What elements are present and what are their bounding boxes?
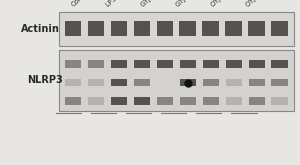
Bar: [157, 21, 173, 36]
Bar: [58, 12, 294, 46]
Bar: [248, 79, 265, 86]
Text: GYJ 100: GYJ 100: [140, 0, 163, 8]
Bar: [202, 79, 219, 86]
Bar: [179, 21, 196, 36]
Bar: [65, 21, 81, 36]
Text: Control: Control: [70, 0, 92, 8]
Bar: [272, 79, 288, 86]
Bar: [134, 97, 150, 105]
Bar: [248, 21, 265, 36]
Bar: [134, 60, 150, 68]
Text: Actinin: Actinin: [21, 24, 60, 34]
Bar: [134, 21, 150, 36]
Text: OYJ 200: OYJ 200: [245, 0, 268, 8]
Bar: [226, 79, 242, 86]
Bar: [134, 79, 150, 86]
Bar: [180, 79, 196, 86]
Bar: [65, 79, 81, 86]
Bar: [248, 60, 265, 68]
Text: LPS 1mg/kg: LPS 1mg/kg: [105, 0, 138, 8]
Text: NLRP3: NLRP3: [27, 75, 63, 85]
Text: GYJ 200: GYJ 200: [175, 0, 198, 8]
Bar: [58, 50, 294, 111]
Bar: [225, 21, 242, 36]
Bar: [88, 97, 104, 105]
Bar: [88, 79, 104, 86]
Bar: [248, 97, 265, 105]
Bar: [65, 97, 81, 105]
Bar: [180, 60, 196, 68]
Text: OYJ 100: OYJ 100: [210, 0, 233, 8]
Bar: [111, 79, 127, 86]
Bar: [226, 60, 242, 68]
Bar: [271, 21, 288, 36]
Bar: [88, 60, 104, 68]
Bar: [202, 60, 219, 68]
Bar: [202, 21, 219, 36]
Bar: [180, 97, 196, 105]
Bar: [226, 97, 242, 105]
Bar: [157, 97, 173, 105]
Bar: [202, 97, 219, 105]
Bar: [157, 79, 173, 86]
Bar: [272, 97, 288, 105]
Bar: [111, 97, 127, 105]
Bar: [157, 60, 173, 68]
Bar: [65, 60, 81, 68]
Bar: [111, 60, 127, 68]
Bar: [88, 21, 104, 36]
Bar: [272, 60, 288, 68]
Bar: [111, 21, 127, 36]
